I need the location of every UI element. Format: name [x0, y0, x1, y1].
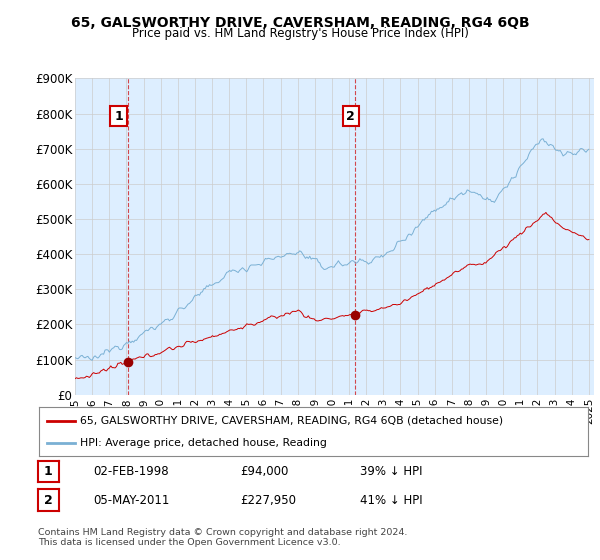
- Text: 39% ↓ HPI: 39% ↓ HPI: [360, 465, 422, 478]
- Text: £227,950: £227,950: [240, 493, 296, 507]
- Text: 65, GALSWORTHY DRIVE, CAVERSHAM, READING, RG4 6QB: 65, GALSWORTHY DRIVE, CAVERSHAM, READING…: [71, 16, 529, 30]
- Text: 05-MAY-2011: 05-MAY-2011: [93, 493, 169, 507]
- Text: 1: 1: [114, 110, 123, 123]
- Text: 02-FEB-1998: 02-FEB-1998: [93, 465, 169, 478]
- Text: Contains HM Land Registry data © Crown copyright and database right 2024.
This d: Contains HM Land Registry data © Crown c…: [38, 528, 407, 547]
- Text: 65, GALSWORTHY DRIVE, CAVERSHAM, READING, RG4 6QB (detached house): 65, GALSWORTHY DRIVE, CAVERSHAM, READING…: [80, 416, 503, 426]
- Text: 2: 2: [44, 493, 53, 507]
- Text: 2: 2: [346, 110, 355, 123]
- Text: £94,000: £94,000: [240, 465, 289, 478]
- Text: Price paid vs. HM Land Registry's House Price Index (HPI): Price paid vs. HM Land Registry's House …: [131, 27, 469, 40]
- Text: HPI: Average price, detached house, Reading: HPI: Average price, detached house, Read…: [80, 437, 327, 447]
- Text: 41% ↓ HPI: 41% ↓ HPI: [360, 493, 422, 507]
- Text: 1: 1: [44, 465, 53, 478]
